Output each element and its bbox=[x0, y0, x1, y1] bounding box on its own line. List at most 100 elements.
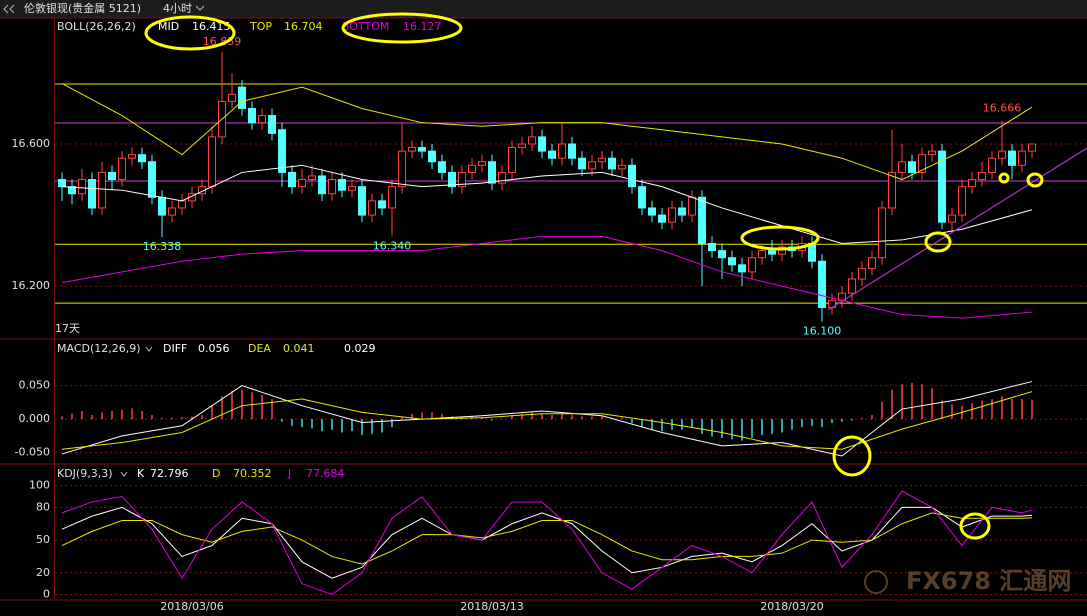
candle-body bbox=[648, 207, 656, 216]
legend-name: DIFF bbox=[163, 342, 187, 355]
candle-body bbox=[688, 196, 696, 216]
highlight-circle bbox=[832, 435, 872, 477]
candle-body bbox=[1008, 150, 1016, 166]
legend-name: J bbox=[287, 467, 291, 480]
candle-body bbox=[278, 129, 286, 173]
candle-body bbox=[718, 250, 726, 259]
candle-body bbox=[488, 161, 496, 184]
candle-body bbox=[408, 147, 416, 152]
candle-body bbox=[308, 175, 316, 181]
instrument-title: 伦敦银现(贵金属 5121) bbox=[24, 1, 141, 15]
chart-title: KDJ(9,3,3) bbox=[57, 467, 113, 480]
candle-body bbox=[748, 257, 756, 273]
legend-value: 0.056 bbox=[198, 342, 230, 355]
indicator-line bbox=[61, 512, 1033, 565]
legend-name: DEA bbox=[248, 342, 271, 355]
candle-body bbox=[628, 164, 636, 188]
indicator-line bbox=[61, 506, 1033, 579]
candle-body bbox=[428, 150, 436, 163]
candle-body bbox=[588, 161, 596, 170]
candle-body bbox=[108, 171, 116, 181]
days-label: 17天 bbox=[55, 322, 80, 335]
candle-body bbox=[608, 157, 616, 170]
candle-body bbox=[88, 179, 96, 209]
candle-body bbox=[388, 186, 396, 209]
highlight-circle bbox=[1026, 172, 1044, 188]
candle-body bbox=[288, 171, 296, 188]
back-icon[interactable] bbox=[3, 4, 9, 14]
indicator-line bbox=[61, 235, 1033, 319]
candle-body bbox=[918, 154, 926, 173]
y-tick-label: 0.050 bbox=[19, 379, 51, 392]
extreme-label: 16.340 bbox=[373, 239, 412, 252]
highlight-circle bbox=[144, 15, 236, 51]
indicator-line bbox=[61, 490, 1033, 596]
candle-body bbox=[768, 250, 776, 255]
candle-body bbox=[418, 147, 426, 152]
candle-body bbox=[908, 161, 916, 173]
candle-body bbox=[868, 257, 876, 269]
candle-body bbox=[338, 179, 346, 191]
candle-body bbox=[248, 107, 256, 124]
back-icon[interactable] bbox=[9, 4, 15, 14]
candle-body bbox=[458, 171, 466, 188]
candle-body bbox=[928, 150, 936, 156]
watermark-logo bbox=[864, 570, 888, 594]
candle-body bbox=[598, 157, 606, 163]
candle-body bbox=[538, 136, 546, 152]
y-tick-label: 50 bbox=[36, 533, 50, 546]
candle-body bbox=[758, 250, 766, 259]
candle-body bbox=[158, 196, 166, 216]
indicator-line bbox=[61, 83, 1033, 181]
candle-body bbox=[378, 200, 386, 209]
highlight-circle bbox=[959, 512, 991, 540]
candle-body bbox=[638, 186, 646, 209]
candle-body bbox=[858, 267, 866, 280]
candle-body bbox=[968, 179, 976, 188]
legend-value: 72.796 bbox=[150, 467, 189, 480]
candle-body bbox=[178, 200, 186, 209]
candle-body bbox=[948, 214, 956, 223]
period[interactable]: 4小时 bbox=[163, 2, 192, 15]
dropdown-icon[interactable] bbox=[195, 5, 205, 11]
candle-body bbox=[398, 150, 406, 188]
legend-name: K bbox=[137, 467, 145, 480]
plot-area: 16.600 16.200 0.050 0.000 -0.050 0 20 50 80 100 16… bbox=[12, 35, 1087, 613]
candle-body bbox=[528, 136, 536, 145]
watermark: FX678 汇通网 bbox=[906, 567, 1071, 595]
candle-body bbox=[658, 214, 666, 223]
trend-line bbox=[827, 147, 1087, 311]
legend-value: 16.127 bbox=[403, 20, 442, 33]
y-tick-label: 16.200 bbox=[12, 279, 51, 292]
candle-body bbox=[128, 154, 136, 159]
candle-body bbox=[508, 147, 516, 173]
candle-body bbox=[138, 154, 146, 163]
highlight-circle bbox=[998, 172, 1010, 184]
indicator-line bbox=[61, 164, 1033, 244]
candle-body bbox=[548, 150, 556, 159]
legend-name: D bbox=[212, 467, 220, 480]
chart-title: BOLL(26,26,2) bbox=[57, 20, 136, 33]
candle-body bbox=[818, 260, 826, 308]
candle-body bbox=[208, 136, 216, 188]
legend-name: BOTTOM bbox=[342, 20, 389, 33]
extreme-label: 16.859 bbox=[203, 35, 242, 48]
candle-body bbox=[498, 171, 506, 184]
candle-body bbox=[148, 161, 156, 198]
legend-name: MID bbox=[158, 20, 179, 33]
candle-body bbox=[268, 115, 276, 134]
candle-body bbox=[888, 171, 896, 209]
dropdown-icon[interactable] bbox=[120, 471, 128, 477]
x-tick-label: 2018/03/13 bbox=[460, 600, 523, 613]
y-tick-label: 100 bbox=[29, 479, 50, 492]
candle-body bbox=[298, 179, 306, 188]
legend-value: 16.704 bbox=[284, 20, 323, 33]
extreme-label: 16.666 bbox=[983, 102, 1022, 115]
candle-body bbox=[988, 157, 996, 173]
dropdown-icon[interactable] bbox=[145, 346, 153, 352]
legend-value: 16.415 bbox=[192, 20, 231, 33]
legend-value: 70.352 bbox=[233, 467, 272, 480]
candle-body bbox=[348, 186, 356, 191]
candle-body bbox=[1028, 143, 1036, 152]
